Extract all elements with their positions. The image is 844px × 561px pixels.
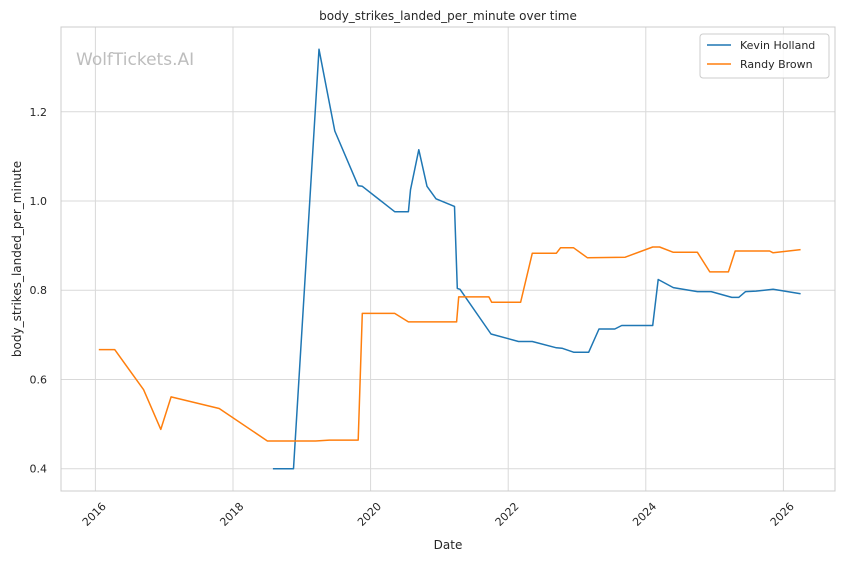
legend-label: Kevin Holland [740,39,815,52]
series [98,48,801,470]
legend: Kevin Holland Randy Brown [699,33,830,79]
x-axis-label: Date [434,538,463,552]
series-line-randy-brown [98,246,801,442]
y-tick-label: 0.4 [30,463,48,476]
x-tick-label: 2024 [630,500,659,529]
y-tick-label: 1.2 [30,106,48,119]
y-tick-labels: 0.4 0.6 0.8 1.0 1.2 [30,106,48,476]
x-tick-label: 2026 [768,500,797,529]
x-tick-label: 2016 [80,500,109,529]
grid [61,27,835,491]
y-axis-label: body_strikes_landed_per_minute [10,161,24,357]
x-tick-label: 2022 [493,500,522,529]
legend-label: Randy Brown [740,58,813,71]
y-tick-label: 0.8 [30,284,48,297]
chart-title: body_strikes_landed_per_minute over time [319,9,577,23]
x-tick-label: 2018 [217,500,246,529]
y-tick-label: 0.6 [30,373,48,386]
watermark: WolfTickets.AI [76,50,194,70]
x-tick-labels: 2016 2018 2020 2022 2024 2026 [80,500,797,529]
series-line-kevin-holland [272,48,801,470]
legend-box [699,33,830,79]
x-tick-label: 2020 [355,500,384,529]
y-tick-label: 1.0 [30,195,48,208]
plot-frame [60,26,836,492]
